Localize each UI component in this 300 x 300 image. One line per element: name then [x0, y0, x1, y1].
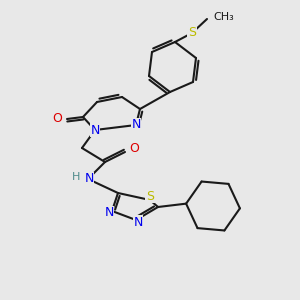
Text: O: O — [129, 142, 139, 155]
Text: N: N — [90, 124, 100, 136]
Text: N: N — [104, 206, 114, 220]
Text: N: N — [84, 172, 94, 185]
Text: O: O — [52, 112, 62, 125]
Text: S: S — [146, 190, 154, 202]
Text: H: H — [72, 172, 80, 182]
Text: N: N — [131, 118, 141, 131]
Text: S: S — [188, 26, 196, 40]
Text: N: N — [133, 215, 143, 229]
Text: CH₃: CH₃ — [213, 12, 234, 22]
